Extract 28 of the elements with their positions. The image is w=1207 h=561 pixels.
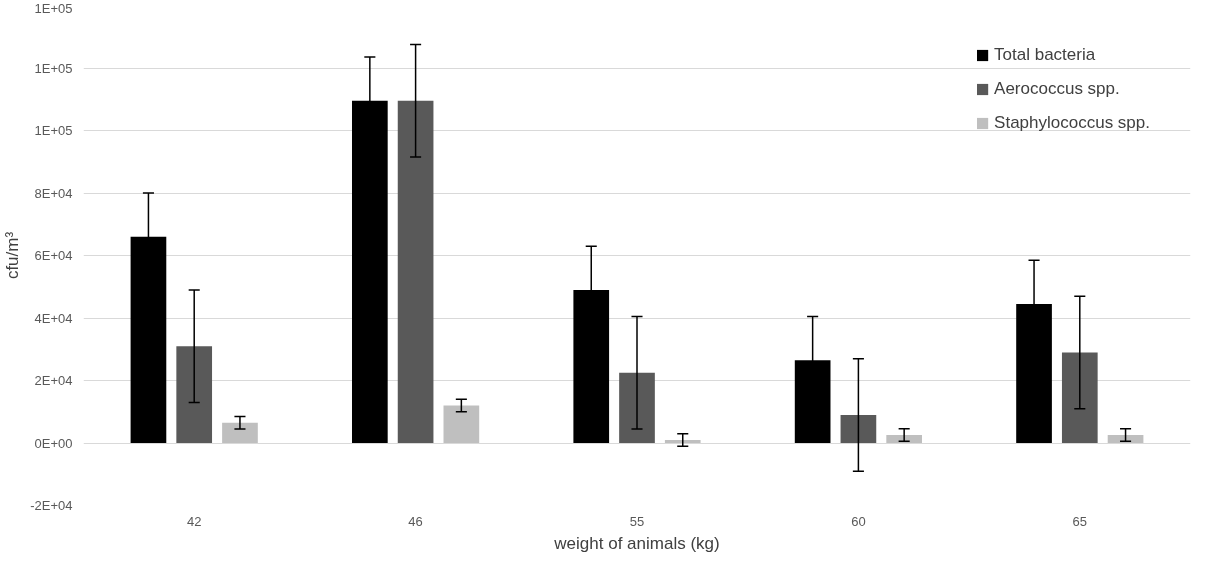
y-axis-title: cfu/m³ <box>3 231 23 280</box>
bar <box>1107 434 1144 443</box>
bar <box>664 439 701 443</box>
y-tick-label: 0E+00 <box>34 435 73 451</box>
bar <box>619 372 655 443</box>
bar <box>1061 352 1098 443</box>
bar <box>840 414 877 443</box>
bar <box>397 100 434 443</box>
legend-label: Aerococcus spp. <box>994 79 1120 99</box>
bar <box>443 405 480 443</box>
x-tick-label: 60 <box>851 513 866 529</box>
x-tick-label: 65 <box>1072 513 1088 529</box>
x-axis-title: weight of animals (kg) <box>553 533 720 553</box>
y-tick-label: 1E+05 <box>34 123 73 138</box>
y-tick-label: 1E+05 <box>34 0 73 16</box>
legend-label: Total bacteria <box>994 45 1096 65</box>
bar <box>222 422 258 443</box>
y-tick-label: 2E+04 <box>34 373 73 388</box>
y-tick-label: -2E+04 <box>30 498 73 513</box>
x-tick-label: 46 <box>408 513 423 529</box>
legend-label: Staphylococcus spp. <box>994 113 1150 133</box>
y-tick-label: 1E+05 <box>34 60 73 76</box>
x-tick-label: 55 <box>629 513 645 529</box>
x-tick-label: 42 <box>186 513 202 529</box>
y-tick-label: 8E+04 <box>34 185 73 201</box>
y-tick-label: 6E+04 <box>34 248 73 263</box>
y-tick-label: 4E+04 <box>34 310 73 326</box>
bar <box>176 346 213 443</box>
